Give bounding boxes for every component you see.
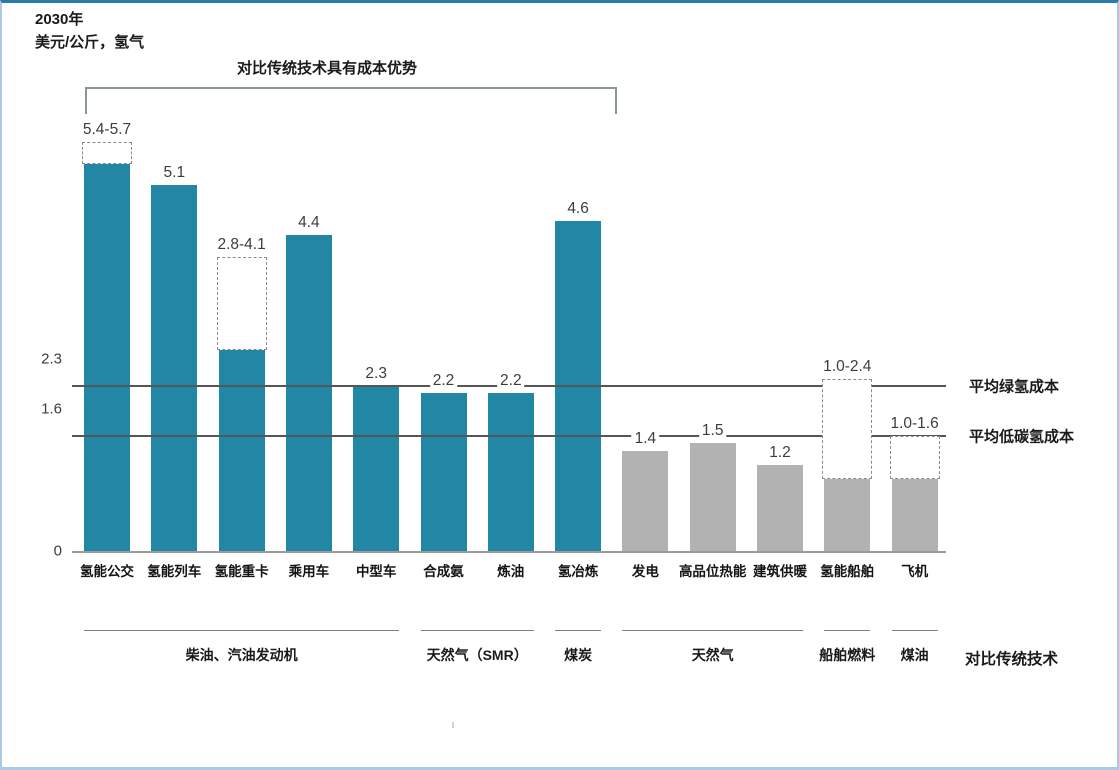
group-label: 船舶燃料 — [819, 647, 876, 663]
bar-value-label: 2.8-4.1 — [214, 235, 269, 254]
chart-title: 2030年 — [35, 11, 84, 28]
bar-range-box — [822, 378, 873, 480]
bar-category-label: 氢能重卡 — [214, 564, 269, 579]
bar-value-label: 4.4 — [295, 214, 323, 233]
bar-category-label: 氢能公交 — [80, 564, 134, 579]
bar-category-label: 飞机 — [901, 564, 929, 579]
group-line — [622, 630, 803, 631]
bar-range-box — [889, 436, 940, 480]
bar — [218, 350, 265, 551]
bar-category-label: 合成氨 — [423, 564, 464, 579]
group-line — [891, 630, 938, 631]
bar — [151, 185, 198, 551]
bar-value-label: 4.6 — [564, 199, 592, 218]
bar-value-label: 2.2 — [497, 372, 525, 390]
bar — [891, 479, 938, 551]
bar-category-label: 炼油 — [497, 564, 525, 579]
bar-value-label: 2.3 — [362, 364, 390, 383]
bar — [487, 393, 534, 551]
bar-value-label: 1.4 — [631, 429, 660, 448]
bar-value-label: 5.4-5.7 — [79, 121, 135, 139]
green-hydrogen-line-label: 平均绿氢成本 — [969, 378, 1060, 396]
bar-category-label: 氢能船舶 — [820, 564, 875, 579]
bar — [84, 163, 130, 551]
bar-category-label: 发电 — [631, 564, 659, 579]
chart-unit-label: 美元/公斤，氢气 — [35, 34, 145, 51]
cost-advantage-bracket — [85, 87, 617, 114]
group-line — [84, 630, 400, 631]
bar-value-label: 1.0-2.4 — [820, 357, 875, 376]
bar — [757, 464, 803, 551]
y-tick-label: 0 — [53, 542, 62, 560]
bar-category-label: 氢冶炼 — [557, 564, 599, 579]
bar-value-label: 1.2 — [766, 443, 794, 462]
bar-chart-plot-area: 5.4-5.7 5.1 2.8-4.1 4.4 2.3 2.2 2.2 4.6 1.4 1.5 1.… — [2, 3, 1117, 767]
cost-advantage-bracket-label: 对比传统技术具有成本优势 — [236, 60, 418, 77]
bar-value-label: 1.5 — [698, 422, 727, 441]
group-label: 煤油 — [900, 647, 929, 663]
bar — [353, 385, 400, 551]
bar — [285, 235, 332, 551]
x-axis-line — [72, 551, 946, 553]
bar-range-box — [82, 142, 132, 164]
comparison-axis-label: 对比传统技术 — [965, 651, 1059, 668]
group-label: 天然气 — [691, 647, 734, 663]
bar — [824, 479, 871, 551]
bar-range-box — [216, 256, 267, 351]
group-label: 柴油、汽油发动机 — [185, 647, 298, 663]
group-label: 煤炭 — [564, 647, 593, 663]
group-line — [420, 630, 534, 631]
bar-value-label: 5.1 — [160, 164, 189, 182]
bar — [689, 443, 736, 551]
y-tick-label: 2.3 — [41, 350, 62, 368]
group-line — [555, 630, 602, 631]
bar — [622, 450, 669, 551]
group-line — [824, 630, 871, 631]
bar-category-label: 高品位热能 — [678, 564, 747, 579]
bar-value-label: 2.2 — [429, 372, 458, 390]
y-tick-label: 1.6 — [41, 400, 62, 418]
stray-mark — [452, 722, 454, 728]
reference-line — [72, 435, 946, 438]
bar-value-label: 1.0-1.6 — [887, 415, 942, 434]
bar-category-label: 氢能列车 — [147, 564, 202, 579]
bar — [420, 393, 467, 551]
bar-category-label: 乘用车 — [288, 564, 330, 579]
bar-category-label: 中型车 — [355, 564, 397, 579]
bar-category-label: 建筑供暖 — [753, 564, 807, 579]
low-carbon-hydrogen-line-label: 平均低碳氢成本 — [969, 428, 1075, 446]
group-label: 天然气（SMR） — [426, 647, 528, 663]
